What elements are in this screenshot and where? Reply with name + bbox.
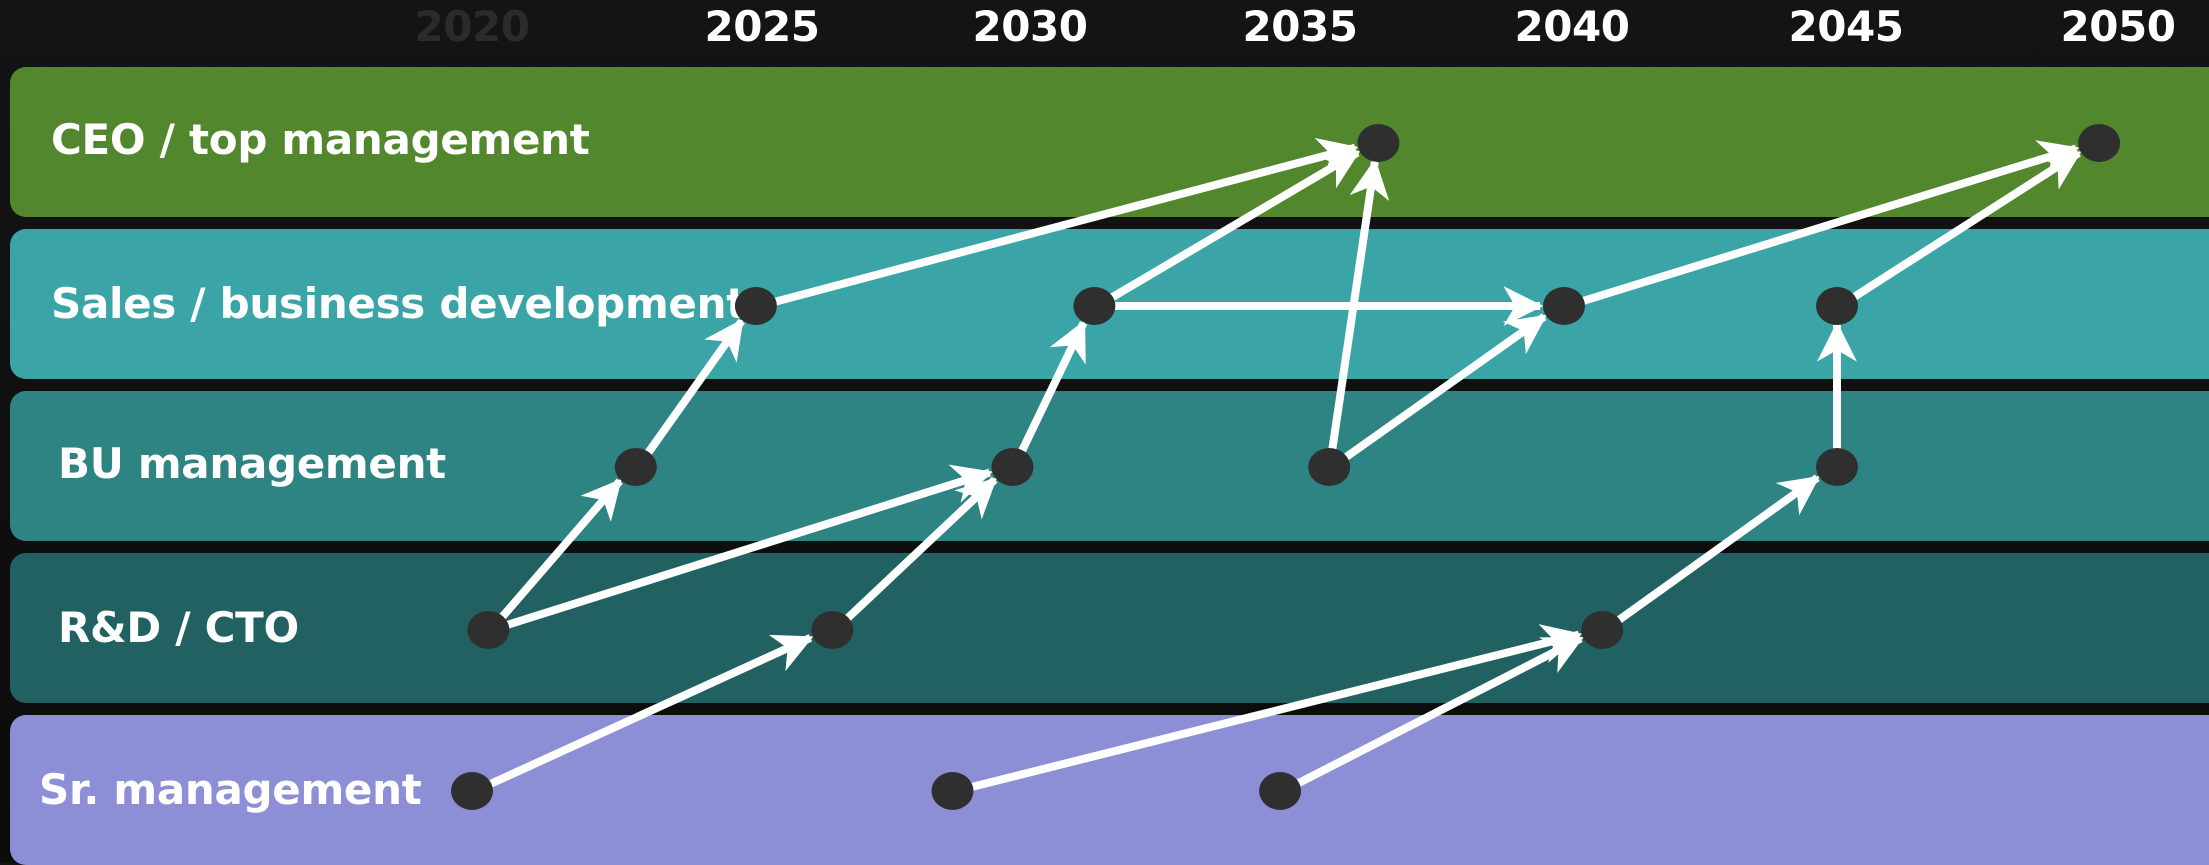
flow-arrow-rd1-bu1 bbox=[497, 478, 623, 622]
milestone-node-sb1 bbox=[734, 287, 777, 325]
lane-label-sr: Sr. management bbox=[39, 765, 422, 814]
milestone-node-sr3 bbox=[1259, 772, 1302, 810]
milestone-node-rd3 bbox=[1581, 611, 1624, 649]
flow-arrow-sr3-rd3 bbox=[1294, 634, 1584, 788]
milestone-node-sr2 bbox=[931, 772, 974, 810]
flow-arrow-sb4-ceo2 bbox=[1850, 149, 2082, 302]
flow-arrow-sb2-ceo1 bbox=[1108, 149, 1361, 302]
year-label: 2025 bbox=[704, 2, 820, 51]
lane-rd: R&D / CTO bbox=[10, 553, 2209, 703]
milestone-node-sb4 bbox=[1816, 287, 1858, 325]
year-label: 2020 bbox=[414, 2, 530, 51]
year-label: 2045 bbox=[1788, 2, 1904, 51]
milestone-node-rd2 bbox=[811, 611, 854, 649]
flow-arrow-bu2-sb2 bbox=[1017, 319, 1088, 456]
milestone-node-sr1 bbox=[451, 772, 493, 810]
milestone-node-bu4 bbox=[1816, 448, 1858, 486]
milestone-node-bu2 bbox=[991, 448, 1034, 486]
milestone-node-rd1 bbox=[467, 611, 510, 649]
lane-label-rd: R&D / CTO bbox=[58, 603, 299, 652]
lane-label-bu: BU management bbox=[58, 439, 446, 488]
milestone-node-sb3 bbox=[1543, 287, 1585, 325]
flow-arrow-sr1-rd2 bbox=[486, 634, 814, 789]
links-layer bbox=[486, 137, 2082, 792]
flow-arrow-sr2-rd3 bbox=[969, 624, 1583, 792]
flow-arrow-bu1-sb1 bbox=[643, 318, 745, 458]
year-label: 2050 bbox=[2060, 2, 2176, 51]
nodes-layer bbox=[451, 124, 2121, 810]
flow-arrow-sb3-ceo2 bbox=[1580, 140, 2080, 306]
flow-arrow-sb1-ceo1 bbox=[772, 137, 1359, 307]
lane-label-sales: Sales / business development bbox=[51, 279, 746, 328]
flow-arrow-rd1-bu2 bbox=[504, 464, 993, 630]
lane-label-ceo: CEO / top management bbox=[51, 115, 590, 164]
lane-ceo: CEO / top management bbox=[10, 67, 2209, 217]
flow-arrow-rd3-bu4 bbox=[1614, 474, 1821, 625]
flow-arrow-rd2-bu2 bbox=[842, 476, 998, 623]
milestone-node-sb2 bbox=[1073, 287, 1116, 325]
year-label: 2035 bbox=[1242, 2, 1358, 51]
year-label: 2030 bbox=[972, 2, 1088, 51]
lane-sr: Sr. management bbox=[10, 715, 2209, 865]
year-label: 2040 bbox=[1514, 2, 1630, 51]
milestone-node-ceo2 bbox=[2078, 124, 2121, 162]
milestone-node-bu3 bbox=[1308, 448, 1351, 486]
flow-arrow-bu3-ceo1 bbox=[1327, 158, 1390, 453]
flow-arrow-bu3-sb3 bbox=[1341, 313, 1547, 462]
milestone-node-bu1 bbox=[614, 448, 657, 486]
milestone-node-ceo1 bbox=[1357, 124, 1400, 162]
